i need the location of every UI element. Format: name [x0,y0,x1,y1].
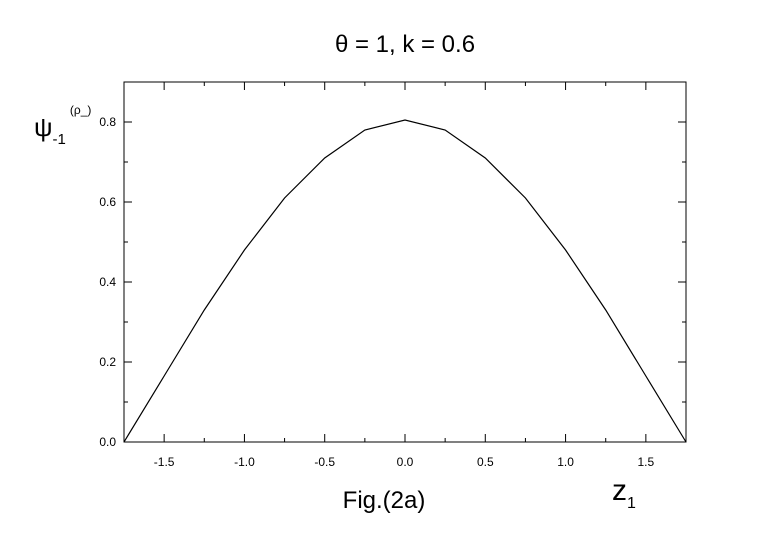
x-label-main: z [612,474,627,507]
x-tick-label: -1.0 [234,455,255,469]
x-tick-label: 0.0 [397,455,414,469]
x-tick-label: 1.0 [557,455,574,469]
x-tick-label: -0.5 [314,455,335,469]
data-line [123,119,687,443]
y-axis-label: ψ-1 (ρ_) [34,103,91,148]
y-tick-label: 0.8 [99,115,116,129]
x-label-sub: 1 [627,495,636,512]
x-tick-label: 1.5 [638,455,655,469]
plot-frame [123,81,687,443]
y-tick-label: 0.4 [99,275,116,289]
chart-title: θ = 1, k = 0.6 [335,31,475,58]
caption: Fig.(2a) [343,487,426,514]
x-axis-label: z1 [612,474,636,512]
y-tick-label: 0.0 [99,435,116,449]
y-label-main: ψ [34,112,53,142]
x-tick-label: -1.5 [154,455,175,469]
y-tick-label: 0.2 [99,355,116,369]
y-label-sup: (ρ_) [70,103,92,117]
x-tick-label: 0.5 [477,455,494,469]
y-tick-label: 0.6 [99,195,116,209]
y-label-sub: -1 [53,131,66,148]
